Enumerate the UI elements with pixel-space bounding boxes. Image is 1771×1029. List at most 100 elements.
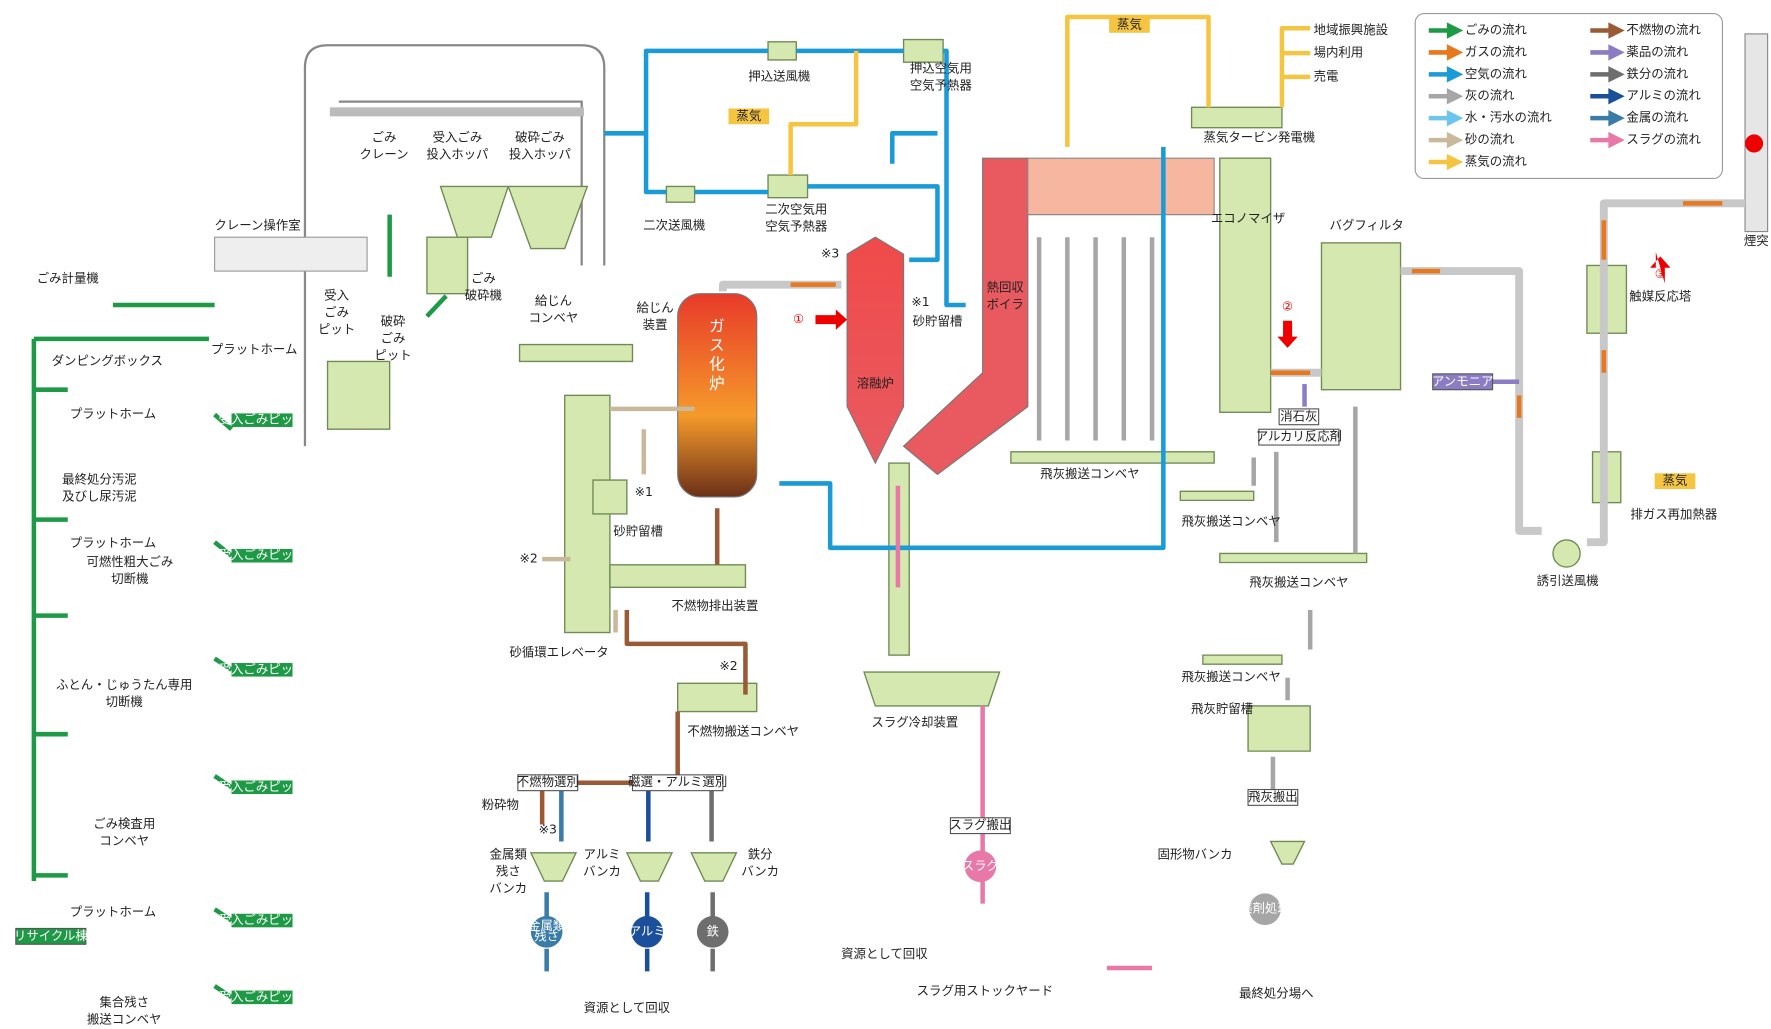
label: 装置 [643, 317, 668, 332]
label: 破砕 [381, 313, 406, 328]
label: クレーン操作室 [214, 217, 300, 232]
label: ごみ計量機 [37, 271, 99, 286]
label: アルミ [583, 847, 620, 862]
label: スラグ冷却装置 [871, 714, 958, 729]
superheater [1028, 158, 1214, 214]
label: 誘引送風機 [1537, 573, 1599, 588]
tag-label: リサイクル棟 [14, 928, 88, 943]
tag-label: 消石灰 [1280, 408, 1317, 423]
sand-tank [593, 480, 627, 514]
label: 最終処分場へ [1239, 985, 1313, 1000]
pit-label: 受入ごみピット [219, 661, 306, 676]
legend-label: 灰の流れ [1465, 88, 1515, 103]
label: バグフィルタ [1330, 217, 1404, 232]
label: バンカ [489, 880, 527, 895]
label: 砂貯留槽 [613, 524, 663, 539]
slag-cooler [864, 672, 1000, 706]
steam-label: 蒸気 [736, 108, 761, 123]
page: ごみの流れガスの流れ空気の流れ灰の流れ水・汚水の流れ砂の流れ蒸気の流れ不燃物の流… [0, 0, 1771, 1029]
label: 触媒反応塔 [1629, 289, 1692, 304]
pit-label: 受入ごみピット [219, 547, 306, 562]
flow-line [1519, 350, 1604, 418]
label: 飛灰搬送コンベヤ [1181, 669, 1280, 684]
label: プラットホーム [70, 904, 156, 919]
label: 資源として回収 [841, 946, 928, 961]
flow-line [892, 133, 937, 163]
marker-arrow [815, 310, 847, 330]
label: 飛灰搬送コンベヤ [1181, 513, 1280, 528]
circle-label: 鉄 [706, 923, 718, 938]
label: 受入 [324, 287, 349, 302]
label: 搬送コンベヤ [87, 1011, 161, 1026]
label: 不燃物排出装置 [672, 598, 759, 613]
stack-dot [1745, 134, 1763, 152]
marker-label: ② [1282, 299, 1293, 314]
label: 及びし尿汚泥 [62, 488, 136, 503]
label: 熱回収 [987, 280, 1025, 295]
legend-label: アルミの流れ [1626, 88, 1701, 103]
label: ※1 [635, 484, 653, 499]
label: 投入ホッパ [426, 146, 488, 161]
label: コンベヤ [99, 833, 149, 848]
pit-label: 受入ごみピット [219, 779, 306, 794]
marker-label: ① [793, 311, 804, 326]
label: バンカ [583, 863, 621, 878]
label: エコノマイザ [1211, 211, 1285, 226]
marker-arrow [1277, 321, 1297, 348]
pit-label: 受入ごみピット [219, 989, 306, 1004]
legend-label: 不燃物の流れ [1626, 22, 1701, 37]
label: ごみ [381, 330, 406, 345]
fly-ash-tank [1248, 706, 1310, 864]
label: ダンピングボックス [52, 353, 163, 368]
label: 押込送風機 [748, 68, 810, 83]
label: 地域振興施設 [1314, 22, 1388, 37]
label: 破砕ごみ [515, 129, 565, 144]
fly-ash-conveyors [1011, 452, 1367, 664]
crane-room [215, 237, 367, 271]
tag-label: スラグ搬出 [949, 817, 1011, 832]
label: ごみ検査用 [93, 816, 155, 831]
flow-line [215, 415, 232, 998]
label: 金属類 [490, 847, 528, 862]
label: ※1 [911, 294, 929, 309]
legend-label: ごみの流れ [1465, 22, 1528, 37]
label: 飛灰搬送コンベヤ [1249, 574, 1348, 589]
marker-label: ③ [1655, 266, 1666, 281]
flow-line [1039, 237, 1152, 440]
label: スラグ用ストックヤード [917, 983, 1053, 998]
flow-line [1604, 203, 1723, 259]
label: 空気予熱器 [910, 77, 973, 92]
process-diagram: ごみの流れガスの流れ空気の流れ灰の流れ水・汚水の流れ砂の流れ蒸気の流れ不燃物の流… [0, 0, 1771, 1029]
label: 給じん [535, 293, 572, 308]
shredder [427, 237, 468, 293]
tag-label: アンモニア [1432, 373, 1494, 388]
label: ボイラ [987, 296, 1024, 311]
label: 残さ [496, 863, 521, 878]
label: 資源として回収 [584, 1000, 671, 1015]
label: プラットホーム [70, 535, 156, 550]
crane-rail [330, 107, 584, 116]
circle-label: スラグ [962, 858, 999, 873]
label: 場内利用 [1314, 45, 1364, 60]
legend-label: 鉄分の流れ [1626, 66, 1689, 81]
flow-line [1067, 17, 1208, 147]
label: プラットホーム [211, 342, 297, 357]
bag-filter [1321, 243, 1400, 390]
flow-line [427, 296, 446, 316]
pit-label: 受入ごみピット [219, 412, 306, 427]
label: 可燃性粗大ごみ [86, 554, 173, 569]
circle-label: アルミ [629, 923, 666, 938]
label: 集合残さ [99, 994, 149, 1009]
label: 二次送風機 [643, 217, 705, 232]
label: 切断機 [111, 571, 148, 586]
label: 飛灰搬送コンベヤ [1040, 466, 1139, 481]
label: 溶融炉 [857, 376, 894, 391]
steam-label: 蒸気 [1117, 16, 1142, 31]
pit [328, 361, 390, 429]
label: ※3 [539, 822, 557, 837]
label: ピット [318, 321, 355, 336]
label: 粉砕物 [482, 797, 519, 812]
flow-line [1282, 28, 1310, 107]
label: ふとん・じゅうたん専用 [56, 677, 192, 692]
label: ごみ [471, 271, 496, 286]
